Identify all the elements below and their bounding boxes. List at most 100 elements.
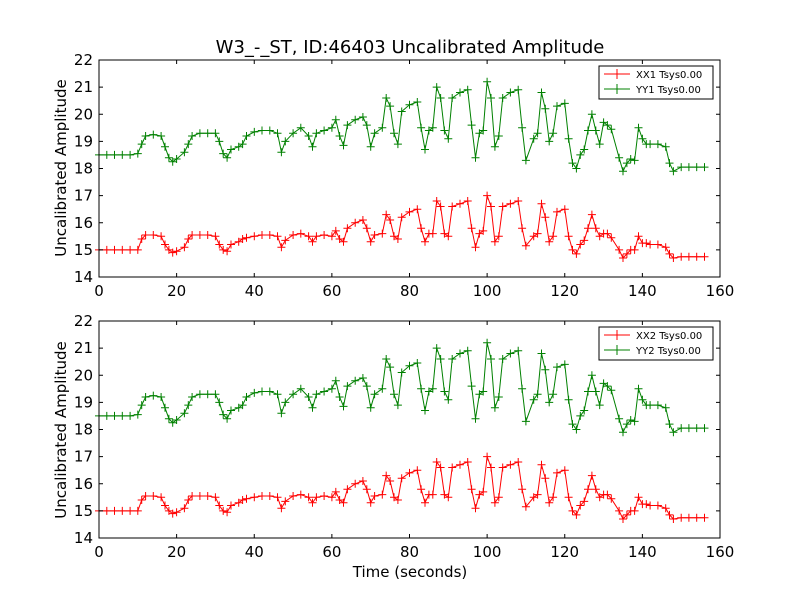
bottom-series-0-point (506, 460, 515, 469)
bottom-series-1-point (157, 393, 166, 401)
top-series-0-point (584, 224, 592, 233)
top-series-0-point (498, 202, 507, 211)
bottom-series-1-point (646, 401, 655, 410)
bottom-series-1-point (428, 384, 437, 393)
bottom-series-1-point (514, 346, 523, 355)
bottom-series-1-point (405, 361, 414, 370)
top-series-1-point (219, 149, 228, 158)
bottom-series-0-point (576, 501, 585, 510)
top-series-1-point (553, 102, 561, 111)
bottom-series-1-point (669, 428, 678, 437)
bottom-legend-xx-label: XX2 Tsys0.00 (636, 331, 702, 342)
bottom-series-0-point (432, 458, 441, 466)
bottom-x-tick-label: 100 (473, 543, 502, 561)
bottom-series-1-point (219, 410, 228, 419)
bottom-plot: Uncalibrated Amplitude Time (seconds) 0 2… (52, 312, 734, 581)
bottom-series-0-point (184, 496, 193, 504)
bottom-series-1-point (432, 344, 441, 353)
top-series-1-point (223, 153, 232, 162)
bottom-legend-yy-marker (612, 345, 622, 355)
bottom-series-0-point (362, 485, 371, 494)
bottom-series-1-point (102, 411, 111, 420)
top-series-1-point (164, 153, 173, 162)
bottom-series-0-point (661, 504, 670, 513)
top-series-0-point (642, 239, 651, 248)
top-series-0-point (110, 245, 119, 254)
top-series-1-point (421, 145, 429, 154)
top-series-0-point (518, 224, 527, 233)
bottom-series-0-point (238, 496, 247, 504)
bottom-series-0-point (219, 506, 228, 515)
top-series-0-point (258, 231, 266, 239)
bottom-series-1-point (308, 403, 317, 412)
bottom-series-0-point (296, 490, 305, 499)
top-series-1-point (498, 94, 507, 102)
top-series-1-point (607, 125, 616, 134)
top-series-1-point (533, 129, 542, 138)
top-series-1-point (490, 142, 499, 151)
top-series-1-point (541, 104, 550, 113)
bottom-series-0-point (343, 485, 352, 494)
bottom-series-0-point (157, 493, 166, 502)
top-series-0-line (99, 195, 705, 259)
top-series-0-point (432, 197, 441, 205)
top-series-1-point (634, 123, 643, 132)
bottom-series-1-point (362, 382, 371, 391)
top-series-0-point (677, 252, 686, 261)
bottom-series-0-point (490, 498, 499, 507)
bottom-series-1-point (619, 428, 627, 437)
top-series-1-point (463, 85, 472, 94)
top-series-1-point (653, 140, 662, 149)
bottom-series-0-point (223, 508, 232, 517)
top-series-1-point (417, 123, 426, 132)
top-series-1-point (560, 99, 569, 108)
top-x-tick-label: 0 (94, 282, 104, 300)
top-legend-yy-label: YY1 Tsys0.00 (635, 85, 701, 96)
bottom-series-0-point (331, 487, 340, 496)
top-series-0-point (448, 202, 457, 211)
bottom-legend-yy-label: YY2 Tsys0.00 (635, 346, 701, 357)
figure-title: W3_-_ST, ID:46403 Uncalibrated Amplitude (216, 37, 605, 58)
bottom-series-0-point (642, 500, 651, 509)
bottom-series-0-point (463, 458, 472, 466)
bottom-series-0-point (568, 506, 577, 515)
top-y-tick-label: 21 (74, 78, 93, 96)
bottom-series-0-point (304, 493, 313, 502)
top-series-1-point (622, 159, 631, 168)
bottom-series-0-point (521, 502, 530, 511)
top-legend-xx-label: XX1 Tsys0.00 (636, 70, 702, 81)
top-series-1-point (370, 129, 379, 138)
top-series-1-point (603, 121, 612, 130)
top-series-0-point (289, 231, 298, 239)
top-series-0-point (506, 199, 515, 208)
top-series-1-point (506, 88, 515, 97)
top-series-0-point (421, 237, 429, 246)
bottom-series-1-point (498, 355, 507, 363)
top-series-1-point (487, 94, 495, 102)
bottom-series-0-point (634, 493, 643, 502)
bottom-series-1-point (677, 424, 686, 433)
top-series-0-point (351, 218, 360, 227)
top-x-tick-label: 40 (245, 282, 264, 300)
bottom-series-1-point (227, 406, 235, 415)
bottom-series-0-point (456, 460, 464, 469)
top-legend-xx-marker (612, 69, 622, 79)
bottom-y-tick-label: 19 (74, 393, 93, 411)
top-series-1-point (615, 153, 624, 162)
top-series-1-point (669, 167, 678, 176)
top-series-1-point (118, 150, 127, 159)
top-series-0-point (312, 232, 321, 241)
bottom-series-0-point (289, 492, 298, 500)
top-series-1-point (331, 115, 340, 124)
bottom-series-0-point (436, 463, 445, 472)
bottom-series-0-point (669, 515, 678, 523)
bottom-series-1-point (584, 387, 592, 396)
bottom-series-0-point (203, 492, 212, 500)
top-series-0-point (587, 210, 596, 219)
bottom-legend: XX2 Tsys0.00 YY2 Tsys0.00 (598, 326, 714, 361)
top-series-0-point (339, 237, 348, 246)
bottom-y-tick-label: 14 (74, 529, 93, 547)
bottom-series-0-point (498, 463, 507, 472)
bottom-series-0-point (428, 490, 437, 499)
top-series-1-point (576, 150, 585, 159)
